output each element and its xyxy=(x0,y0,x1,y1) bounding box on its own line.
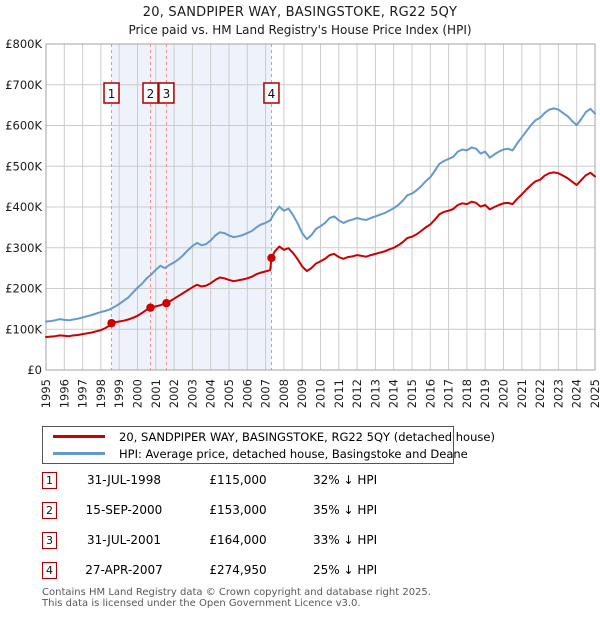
legend-label: HPI: Average price, detached house, Basi… xyxy=(119,446,468,461)
legend-line-swatch xyxy=(53,435,105,438)
sale-point-dot xyxy=(162,298,171,308)
transaction-row: 1 31-JUL-1998 £115,000 32% ↓ HPI xyxy=(0,472,600,492)
y-axis-label: £400K xyxy=(5,200,42,214)
transaction-vs-hpi: 33% ↓ HPI xyxy=(313,533,378,547)
sale-marker-box xyxy=(263,82,280,104)
x-axis-label: 2004 xyxy=(204,379,218,408)
sale-marker-box xyxy=(103,82,120,104)
transaction-price: £115,000 xyxy=(209,473,267,487)
x-axis-label: 2020 xyxy=(497,379,511,408)
license-footer: Contains HM Land Registry data © Crown c… xyxy=(42,587,582,609)
x-axis-label: 2009 xyxy=(295,379,309,408)
y-axis-label: £500K xyxy=(5,159,42,173)
x-axis-label: 2013 xyxy=(368,379,382,408)
x-axis-label: 2015 xyxy=(405,379,419,408)
y-axis-label: £600K xyxy=(5,119,42,133)
transaction-vs-hpi: 32% ↓ HPI xyxy=(313,473,378,487)
transaction-price: £153,000 xyxy=(209,503,267,517)
transaction-number-badge: 2 xyxy=(42,502,57,519)
transaction-date: 15-SEP-2000 xyxy=(85,503,163,517)
x-axis-label: 2006 xyxy=(240,379,254,408)
y-axis-label: £300K xyxy=(5,241,42,255)
transaction-price: £274,950 xyxy=(209,563,267,577)
x-axis-label: 2021 xyxy=(515,379,529,408)
y-axis-label: £700K xyxy=(5,78,42,92)
x-axis-label: 1999 xyxy=(112,379,126,408)
x-axis-label: 1997 xyxy=(76,379,90,408)
y-axis-label: £800K xyxy=(5,37,42,51)
x-axis-label: 2011 xyxy=(332,379,346,408)
x-axis-label: 2005 xyxy=(222,379,236,408)
x-axis-label: 1998 xyxy=(94,379,108,408)
transaction-row: 2 15-SEP-2000 £153,000 35% ↓ HPI xyxy=(0,502,600,522)
transaction-vs-hpi: 25% ↓ HPI xyxy=(313,563,378,577)
x-axis-label: 2000 xyxy=(131,379,145,408)
x-axis-label: 2008 xyxy=(277,379,291,408)
transaction-number-badge: 4 xyxy=(42,562,57,579)
page-subtitle: Price paid vs. HM Land Registry's House … xyxy=(128,23,472,37)
x-axis-label: 2025 xyxy=(588,379,600,408)
x-axis-label: 2023 xyxy=(551,379,565,408)
x-axis-label: 2018 xyxy=(460,379,474,408)
sale-marker-number: 1 xyxy=(108,87,116,101)
x-axis-label: 1996 xyxy=(57,379,71,408)
x-axis-label: 2014 xyxy=(387,379,401,408)
transaction-number-badge: 3 xyxy=(42,532,57,549)
transaction-vs-hpi: 35% ↓ HPI xyxy=(313,503,378,517)
sale-marker-box xyxy=(142,82,159,104)
x-axis-label: 2003 xyxy=(185,379,199,408)
y-axis-label: £200K xyxy=(5,282,42,296)
legend-label: 20, SANDPIPER WAY, BASINGSTOKE, RG22 5QY… xyxy=(119,429,495,444)
x-axis-label: 2007 xyxy=(259,379,273,408)
x-axis-label: 1995 xyxy=(39,379,53,408)
x-axis-label: 2012 xyxy=(350,379,364,408)
copyright-text: Contains HM Land Registry data © Crown c… xyxy=(42,587,431,598)
sale-marker-number: 3 xyxy=(163,87,171,101)
x-axis-label: 2024 xyxy=(570,379,584,408)
transaction-row: 3 31-JUL-2001 £164,000 33% ↓ HPI xyxy=(0,532,600,552)
transaction-date: 31-JUL-1998 xyxy=(87,473,161,487)
sale-marker-number: 4 xyxy=(268,87,276,101)
property-price-line xyxy=(45,171,596,338)
x-axis-label: 2010 xyxy=(314,379,328,408)
x-axis-label: 2019 xyxy=(478,379,492,408)
plot-border xyxy=(45,43,596,371)
transaction-price: £164,000 xyxy=(209,533,267,547)
legend-item: 20, SANDPIPER WAY, BASINGSTOKE, RG22 5QY… xyxy=(43,429,495,444)
legend-item: HPI: Average price, detached house, Basi… xyxy=(43,446,468,461)
sale-point-dot xyxy=(107,318,116,328)
hpi-line xyxy=(45,107,596,323)
chart-legend: 20, SANDPIPER WAY, BASINGSTOKE, RG22 5QY… xyxy=(42,426,495,464)
sale-marker-number: 2 xyxy=(147,87,155,101)
page-title: 20, SANDPIPER WAY, BASINGSTOKE, RG22 5QY xyxy=(142,5,458,20)
x-axis-label: 2016 xyxy=(423,379,437,408)
x-axis-label: 2001 xyxy=(149,379,163,408)
price-history-chart: 1 2 3 4 £0 £100K £200K £300K £400K £500K £600K £700… xyxy=(5,37,600,408)
legend-line-swatch xyxy=(53,452,105,455)
x-axis-label: 2002 xyxy=(167,379,181,408)
transaction-number-badge: 1 xyxy=(42,472,57,489)
transaction-row: 4 27-APR-2007 £274,950 25% ↓ HPI xyxy=(0,562,600,582)
y-axis-label: £0 xyxy=(27,363,42,377)
x-axis-label: 2017 xyxy=(442,379,456,408)
y-axis-label: £100K xyxy=(5,322,42,336)
sale-marker-box xyxy=(158,82,175,104)
transaction-date: 31-JUL-2001 xyxy=(87,533,161,547)
transaction-date: 27-APR-2007 xyxy=(85,563,163,577)
sale-point-dot xyxy=(146,303,155,312)
licence-text: This data is licensed under the Open Gov… xyxy=(42,597,361,609)
x-axis-label: 2022 xyxy=(533,379,547,408)
sale-point-dot xyxy=(267,253,276,263)
